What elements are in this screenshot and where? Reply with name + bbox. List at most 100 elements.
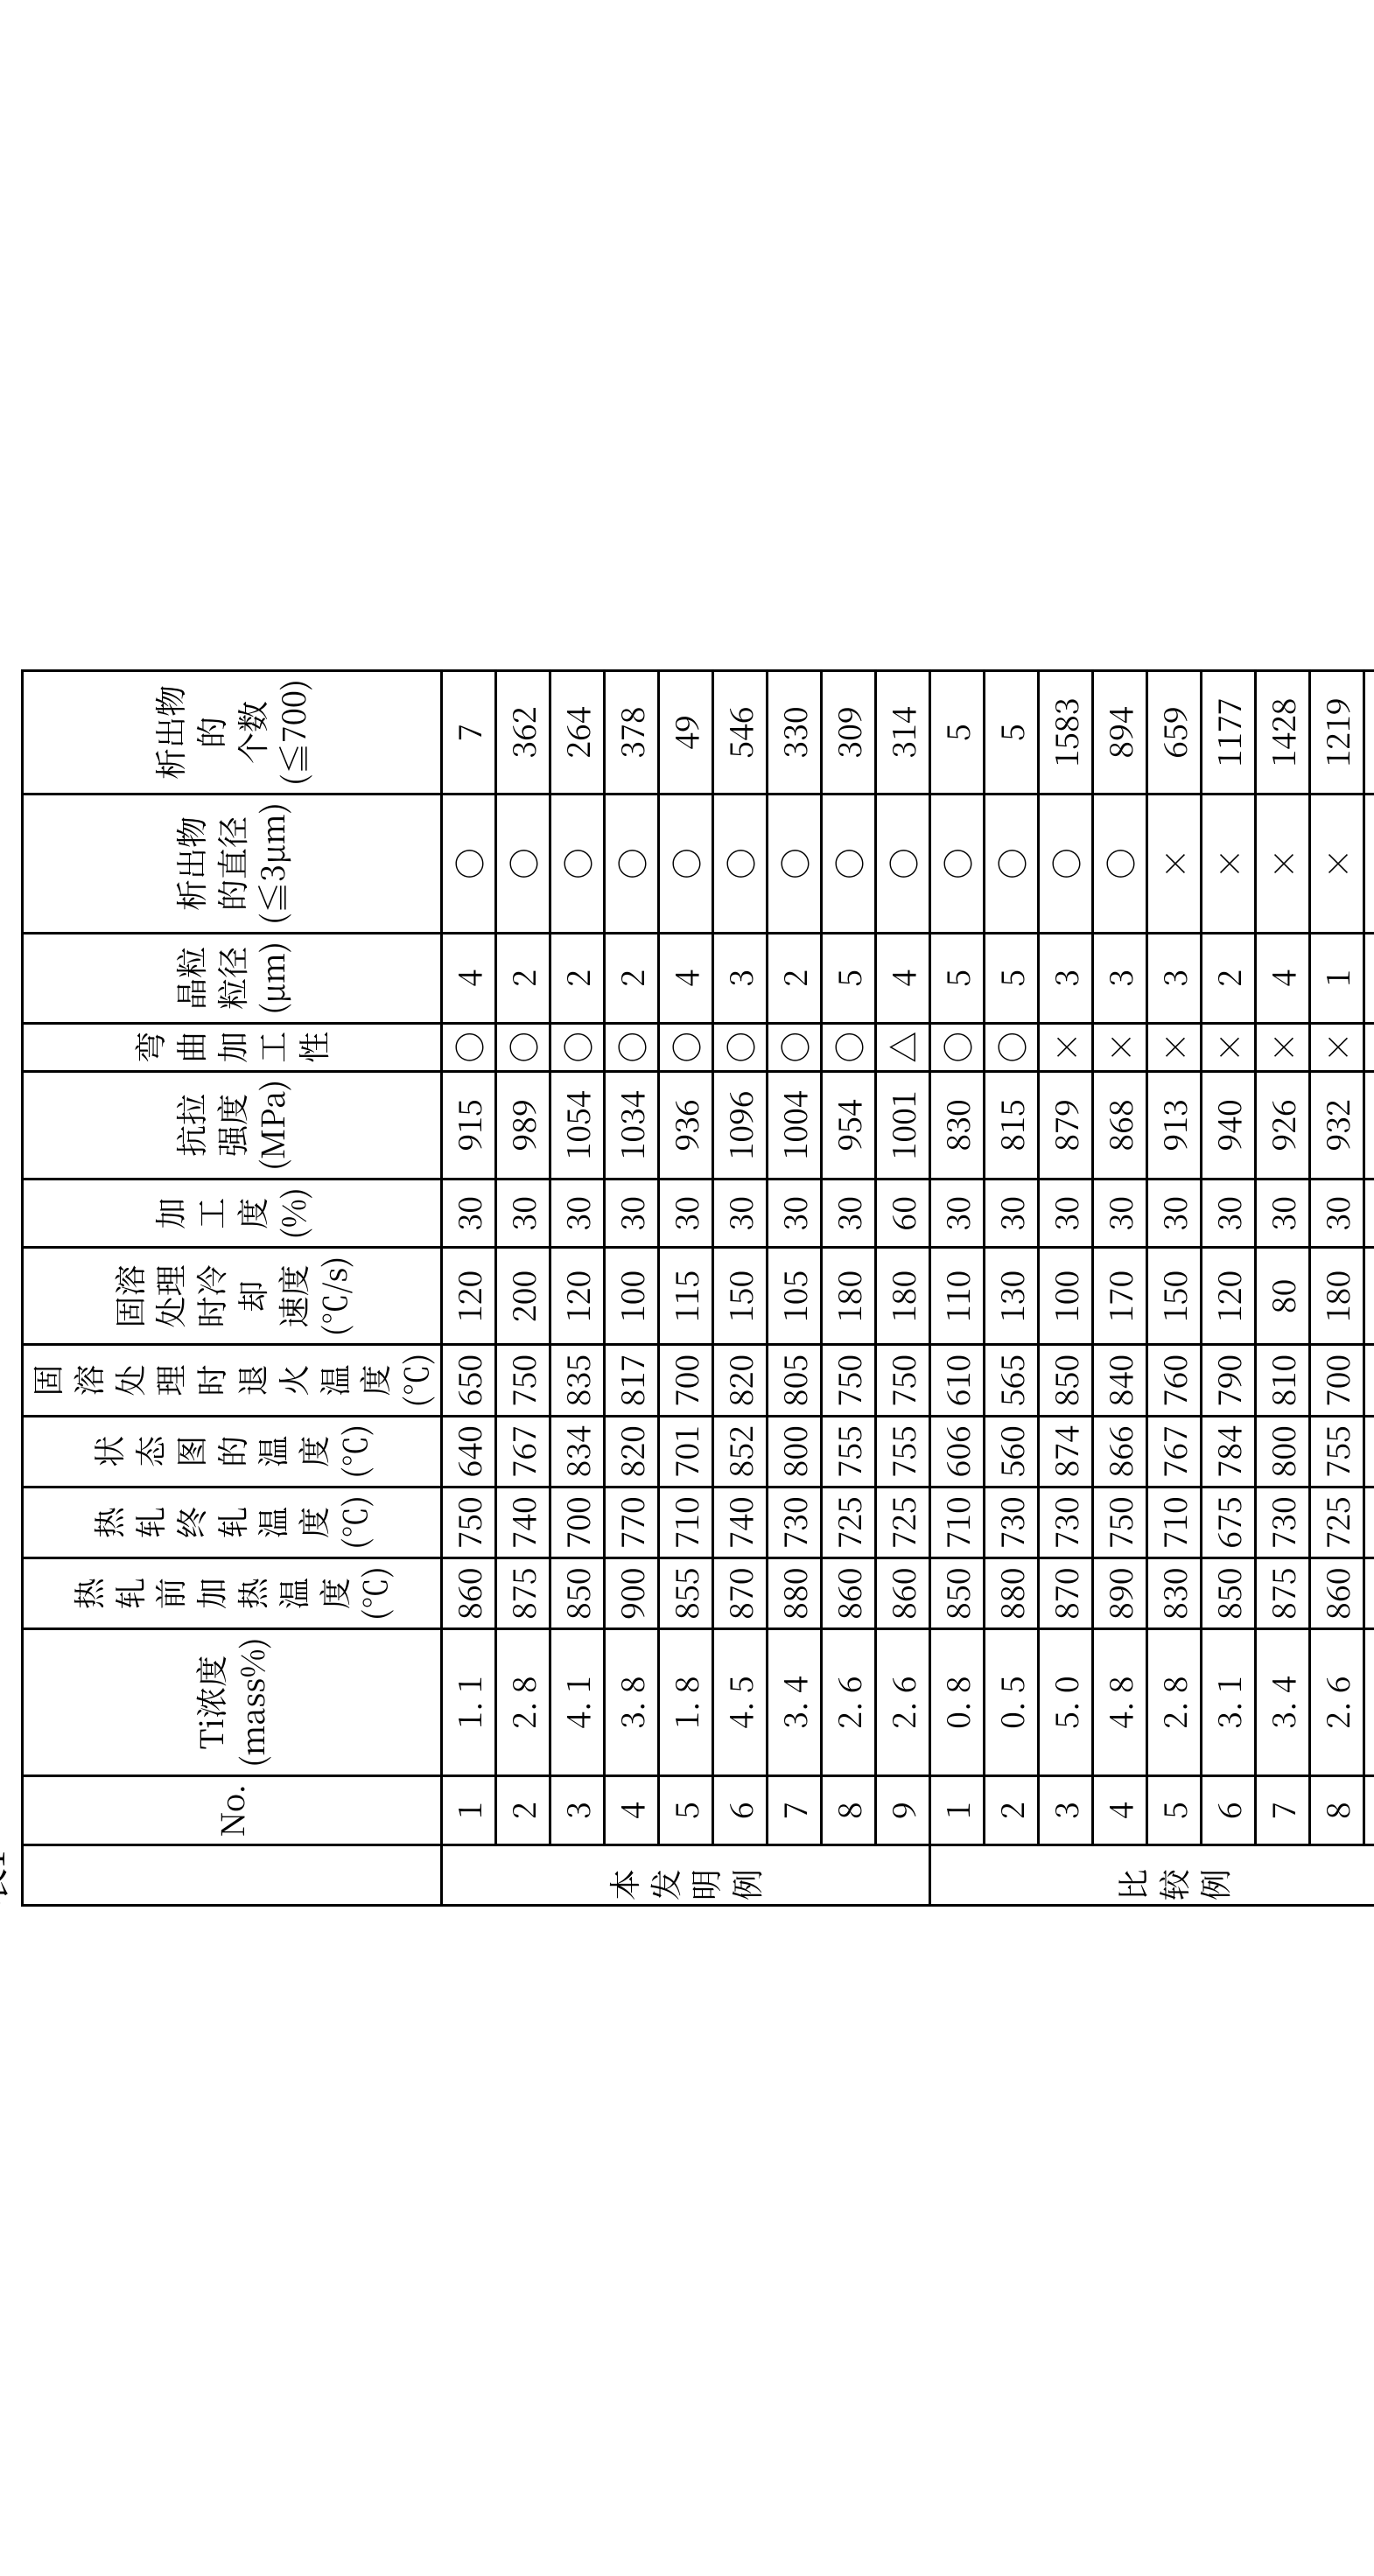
cell-ts: 913 <box>1146 1071 1201 1179</box>
cell-grain: 5 <box>821 933 875 1023</box>
cell-bend: × <box>1146 1023 1201 1071</box>
table-row: 82. 686072575570018030932×1×1219 <box>1309 670 1363 1905</box>
cell-phase: 640 <box>441 1416 495 1487</box>
cell-cool: 105 <box>767 1248 821 1345</box>
group-label-0: 本发明例 <box>441 1845 929 1906</box>
cell-anneal: 820 <box>712 1345 767 1416</box>
cell-bend: ○ <box>929 1023 984 1071</box>
cell-cool: 130 <box>984 1248 1038 1345</box>
cell-grain: 5 <box>984 933 1038 1023</box>
cell-ti: 3. 1 <box>1201 1629 1255 1776</box>
cell-ts: 915 <box>441 1071 495 1179</box>
cell-pcount: 1177 <box>1201 670 1255 794</box>
cell-ti: 2. 6 <box>1309 1629 1363 1776</box>
cell-pcount: 330 <box>767 670 821 794</box>
table-row: 92. 686072575580018030870○35○43 <box>1363 670 1374 1905</box>
cell-bend: × <box>1201 1023 1255 1071</box>
cell-work: 30 <box>604 1180 658 1248</box>
col-header-11: 析出物的直径(≦3μm) <box>23 794 442 934</box>
col-header-1: Ti浓度(mass%) <box>23 1629 442 1776</box>
cell-no: 8 <box>821 1775 875 1845</box>
cell-pcount: 1219 <box>1309 670 1363 794</box>
cell-ti: 0. 8 <box>929 1629 984 1776</box>
cell-work: 30 <box>1146 1180 1201 1248</box>
cell-final: 725 <box>821 1487 875 1558</box>
cell-ti: 3. 8 <box>604 1629 658 1776</box>
cell-grain: 2 <box>767 933 821 1023</box>
cell-pcount: 314 <box>875 670 929 794</box>
cell-grain: 35 <box>1363 933 1374 1023</box>
cell-preheat: 850 <box>1201 1558 1255 1629</box>
cell-preheat: 875 <box>495 1558 550 1629</box>
cell-anneal: 790 <box>1201 1345 1255 1416</box>
cell-pcount: 659 <box>1146 670 1201 794</box>
cell-phase: 800 <box>767 1416 821 1487</box>
cell-grain: 5 <box>929 933 984 1023</box>
cell-cool: 115 <box>658 1248 712 1345</box>
cell-pdia: ○ <box>712 794 767 934</box>
cell-ti: 1. 8 <box>658 1629 712 1776</box>
cell-pdia: ○ <box>821 794 875 934</box>
cell-preheat: 860 <box>441 1558 495 1629</box>
cell-grain: 4 <box>875 933 929 1023</box>
cell-pdia: ○ <box>604 794 658 934</box>
cell-cool: 150 <box>712 1248 767 1345</box>
cell-grain: 3 <box>712 933 767 1023</box>
cell-cool: 150 <box>1146 1248 1201 1345</box>
cell-final: 730 <box>767 1487 821 1558</box>
table-row: 51. 885571070170011530936○4○49 <box>658 670 712 1905</box>
cell-preheat: 850 <box>550 1558 604 1629</box>
cell-anneal: 850 <box>1038 1345 1092 1416</box>
table-row: 73. 48757308008108030926×4×1428 <box>1255 670 1309 1905</box>
cell-phase: 755 <box>875 1416 929 1487</box>
cell-ti: 4. 1 <box>550 1629 604 1776</box>
col-header-3: 热轧终轧温度(℃) <box>23 1487 442 1558</box>
cell-bend: × <box>1092 1023 1146 1071</box>
cell-ti: 1. 1 <box>441 1629 495 1776</box>
cell-ti: 2. 6 <box>821 1629 875 1776</box>
cell-pdia: ○ <box>1092 794 1146 934</box>
cell-bend: ○ <box>1363 1023 1374 1071</box>
cell-bend: ○ <box>984 1023 1038 1071</box>
cell-no: 2 <box>984 1775 1038 1845</box>
table-row: 44. 889075086684017030868×3○894 <box>1092 670 1146 1905</box>
cell-phase: 701 <box>658 1416 712 1487</box>
cell-phase: 874 <box>1038 1416 1092 1487</box>
cell-phase: 560 <box>984 1416 1038 1487</box>
cell-ts: 870 <box>1363 1071 1374 1179</box>
cell-phase: 755 <box>1309 1416 1363 1487</box>
cell-anneal: 810 <box>1255 1345 1309 1416</box>
cell-no: 1 <box>929 1775 984 1845</box>
table-caption: 表1 <box>0 669 16 1905</box>
cell-phase: 784 <box>1201 1416 1255 1487</box>
cell-anneal: 760 <box>1146 1345 1201 1416</box>
col-header-2: 热轧前加热温度(℃) <box>23 1558 442 1629</box>
cell-pdia: ○ <box>1363 794 1374 934</box>
cell-no: 7 <box>1255 1775 1309 1845</box>
cell-grain: 2 <box>495 933 550 1023</box>
cell-ti: 2. 8 <box>495 1629 550 1776</box>
cell-grain: 4 <box>658 933 712 1023</box>
cell-anneal: 565 <box>984 1345 1038 1416</box>
cell-bend: ○ <box>767 1023 821 1071</box>
col-header-0: No. <box>23 1775 442 1845</box>
table-row: 比较例10. 885071060661011030830○5○5 <box>929 670 984 1905</box>
table-row: 34. 1850700834835120301054○2○264 <box>550 670 604 1905</box>
cell-anneal: 750 <box>495 1345 550 1416</box>
cell-no: 9 <box>1363 1775 1374 1845</box>
cell-grain: 2 <box>550 933 604 1023</box>
cell-grain: 4 <box>441 933 495 1023</box>
cell-anneal: 835 <box>550 1345 604 1416</box>
cell-cool: 100 <box>1038 1248 1092 1345</box>
cell-no: 5 <box>658 1775 712 1845</box>
cell-anneal: 700 <box>658 1345 712 1416</box>
cell-ti: 0. 5 <box>984 1629 1038 1776</box>
cell-pdia: ○ <box>767 794 821 934</box>
cell-pcount: 43 <box>1363 670 1374 794</box>
cell-bend: × <box>1255 1023 1309 1071</box>
cell-phase: 866 <box>1092 1416 1146 1487</box>
cell-cool: 120 <box>1201 1248 1255 1345</box>
cell-no: 9 <box>875 1775 929 1845</box>
table-row: 22. 887574076775020030989○2○362 <box>495 670 550 1905</box>
cell-cool: 180 <box>821 1248 875 1345</box>
